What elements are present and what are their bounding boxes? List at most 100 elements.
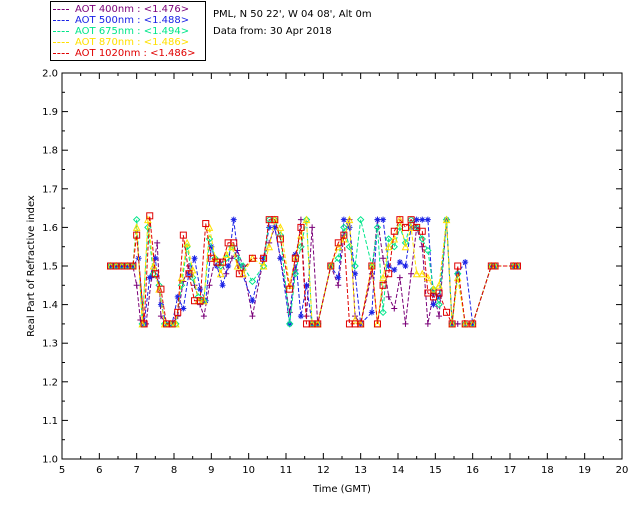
- data-point: [183, 238, 191, 247]
- data-point: [291, 254, 299, 262]
- x-tick-label: 18: [541, 465, 554, 476]
- data-point: [384, 242, 393, 251]
- data-point: [309, 224, 316, 231]
- x-tick-label: 8: [171, 465, 177, 476]
- data-point: [239, 269, 247, 278]
- data-point: [154, 239, 161, 246]
- data-point: [152, 255, 159, 262]
- data-point: [407, 216, 415, 224]
- x-tick-label: 7: [133, 465, 139, 476]
- x-tick-label: 15: [429, 465, 442, 476]
- data-point: [133, 282, 140, 289]
- y-tick-label: 1.3: [42, 339, 58, 350]
- data-point: [429, 293, 437, 301]
- y-tick-label: 1.4: [42, 300, 58, 311]
- data-point: [356, 215, 365, 224]
- data-point: [430, 290, 437, 297]
- data-point: [314, 320, 322, 328]
- legend-label-400nm: AOT 400nm : <1.476>: [75, 4, 190, 15]
- data-point: [385, 263, 392, 269]
- data-point: [345, 242, 354, 251]
- data-point: [335, 282, 342, 289]
- series-aot-675nm: [106, 215, 522, 328]
- series-line: [110, 218, 518, 325]
- data-point: [401, 242, 410, 251]
- data-point: [469, 320, 476, 327]
- data-point: [248, 277, 257, 286]
- data-point: [286, 309, 293, 316]
- data-point: [219, 258, 227, 266]
- x-tick-label: 11: [280, 465, 293, 476]
- data-point: [385, 293, 392, 300]
- x-tick-label: 19: [578, 465, 591, 476]
- data-point: [368, 262, 376, 270]
- legend-item-870nm: AOT 870nm : <1.486>: [53, 37, 203, 48]
- x-axis-label: Time (GMT): [312, 484, 371, 495]
- data-point: [291, 270, 300, 278]
- legend-swatch-675nm: [53, 30, 69, 32]
- data-point: [200, 296, 208, 305]
- data-point: [213, 263, 220, 269]
- legend-swatch-500nm: [53, 19, 69, 21]
- data-point: [259, 261, 268, 270]
- legend-item-1020nm: AOT 1020nm : <1.486>: [53, 48, 203, 59]
- data-point: [435, 300, 443, 309]
- data-point: [424, 320, 431, 327]
- data-point: [132, 215, 141, 224]
- series-line: [110, 219, 518, 326]
- data-point: [380, 216, 387, 223]
- data-point: [374, 216, 381, 223]
- data-point: [453, 273, 462, 282]
- x-tick-label: 5: [59, 465, 65, 476]
- legend-item-675nm: AOT 675nm : <1.494>: [53, 26, 203, 37]
- y-tick-label: 2.0: [42, 69, 58, 80]
- data-point: [334, 242, 343, 251]
- data-point: [334, 254, 342, 262]
- data-point: [436, 293, 443, 300]
- data-point: [303, 282, 310, 289]
- data-point: [157, 313, 164, 320]
- data-point: [129, 263, 136, 269]
- data-point: [260, 255, 267, 262]
- data-point: [379, 273, 387, 282]
- y-tick-label: 1.2: [42, 377, 58, 388]
- y-tick-label: 1.6: [42, 223, 58, 234]
- legend-item-500nm: AOT 500nm : <1.488>: [53, 15, 203, 26]
- data-point: [124, 263, 131, 269]
- data-point: [211, 254, 219, 262]
- x-tick-label: 12: [317, 465, 330, 476]
- data-point: [302, 215, 311, 224]
- data-point: [146, 274, 153, 281]
- legend-label-870nm: AOT 870nm : <1.486>: [75, 37, 190, 48]
- data-point: [113, 263, 120, 269]
- legend-swatch-1020nm: [53, 52, 69, 54]
- data-point: [230, 239, 238, 247]
- data-point: [513, 262, 521, 270]
- data-point: [228, 242, 236, 251]
- x-tick-label: 13: [354, 465, 367, 476]
- data-point: [384, 235, 393, 243]
- data-point: [271, 224, 278, 231]
- data-point: [435, 289, 443, 297]
- data-point: [396, 259, 403, 266]
- y-tick-label: 1.0: [42, 455, 58, 466]
- data-point: [510, 263, 517, 269]
- data-point: [418, 269, 427, 278]
- data-point: [454, 270, 462, 278]
- data-point: [177, 273, 186, 282]
- data-point: [401, 223, 409, 231]
- data-point: [179, 231, 187, 239]
- data-point: [379, 308, 387, 317]
- data-point: [345, 215, 354, 224]
- legend: AOT 400nm : <1.476> AOT 500nm : <1.488> …: [50, 1, 206, 61]
- x-tick-label: 17: [504, 465, 517, 476]
- data-point: [419, 243, 426, 250]
- data-point: [390, 227, 398, 235]
- data-point: [146, 212, 154, 220]
- series-line: [110, 215, 518, 326]
- data-point: [380, 255, 387, 262]
- data-point: [391, 305, 398, 312]
- y-tick-label: 1.7: [42, 184, 58, 195]
- data-point: [197, 301, 204, 308]
- data-point: [197, 286, 204, 293]
